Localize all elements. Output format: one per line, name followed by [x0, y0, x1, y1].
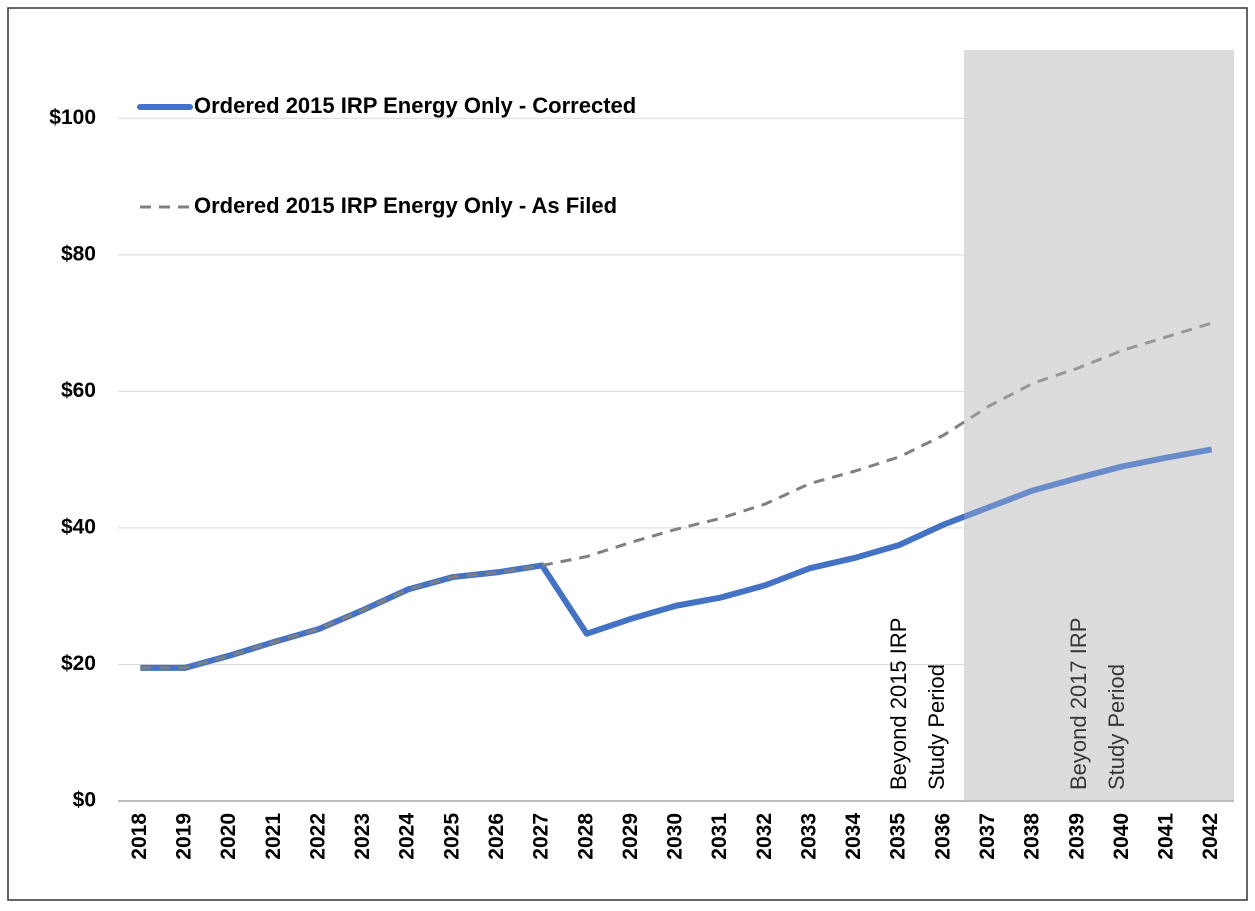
- x-tick-label: 2028: [574, 813, 597, 860]
- x-tick-label: 2039: [1065, 813, 1088, 860]
- x-tick-label: 2018: [128, 813, 151, 860]
- x-tick-label: 2029: [619, 813, 642, 860]
- x-tick-label: 2033: [797, 813, 820, 860]
- x-tick-label: 2035: [887, 813, 910, 860]
- x-tick-label: 2027: [530, 813, 553, 860]
- annotation: Beyond 2015 IRP: [886, 618, 911, 790]
- x-tick-label: 2021: [262, 813, 285, 860]
- x-tick-label: 2042: [1199, 813, 1222, 860]
- legend-label: Ordered 2015 IRP Energy Only - As Filed: [194, 193, 617, 218]
- annotation: Study Period: [1104, 664, 1129, 790]
- y-tick-label: $80: [61, 242, 96, 265]
- x-tick-label: 2038: [1021, 813, 1044, 860]
- x-tick-label: 2019: [173, 813, 196, 860]
- y-tick-label: $100: [49, 106, 96, 129]
- shaded-region: [964, 50, 1234, 801]
- y-tick-label: $0: [73, 789, 96, 812]
- data-line: [140, 446, 1213, 671]
- x-tick-label: 2037: [976, 813, 999, 860]
- x-tick-label: 2026: [485, 813, 508, 860]
- x-tick-label: 2022: [306, 813, 329, 860]
- x-tick-label: 2020: [217, 813, 240, 860]
- x-tick-label: 2031: [708, 813, 731, 860]
- y-tick-label: $40: [61, 515, 96, 538]
- annotation: Study Period: [924, 664, 949, 790]
- x-tick-label: 2036: [931, 813, 954, 860]
- x-tick-label: 2041: [1155, 813, 1178, 860]
- data-line: [140, 321, 1213, 670]
- x-tick-label: 2024: [396, 813, 419, 860]
- x-tick-label: 2040: [1110, 813, 1133, 860]
- x-tick-label: 2032: [753, 813, 776, 860]
- x-tick-label: 2025: [440, 813, 463, 860]
- y-tick-label: $60: [61, 379, 96, 402]
- x-tick-label: 2030: [664, 813, 687, 860]
- x-tick-label: 2034: [842, 813, 865, 860]
- annotation: Beyond 2017 IRP: [1066, 618, 1091, 790]
- legend-label: Ordered 2015 IRP Energy Only - Corrected: [194, 93, 636, 118]
- y-tick-label: $20: [61, 652, 96, 675]
- x-tick-label: 2023: [351, 813, 374, 860]
- shade-overlay: [964, 50, 1234, 801]
